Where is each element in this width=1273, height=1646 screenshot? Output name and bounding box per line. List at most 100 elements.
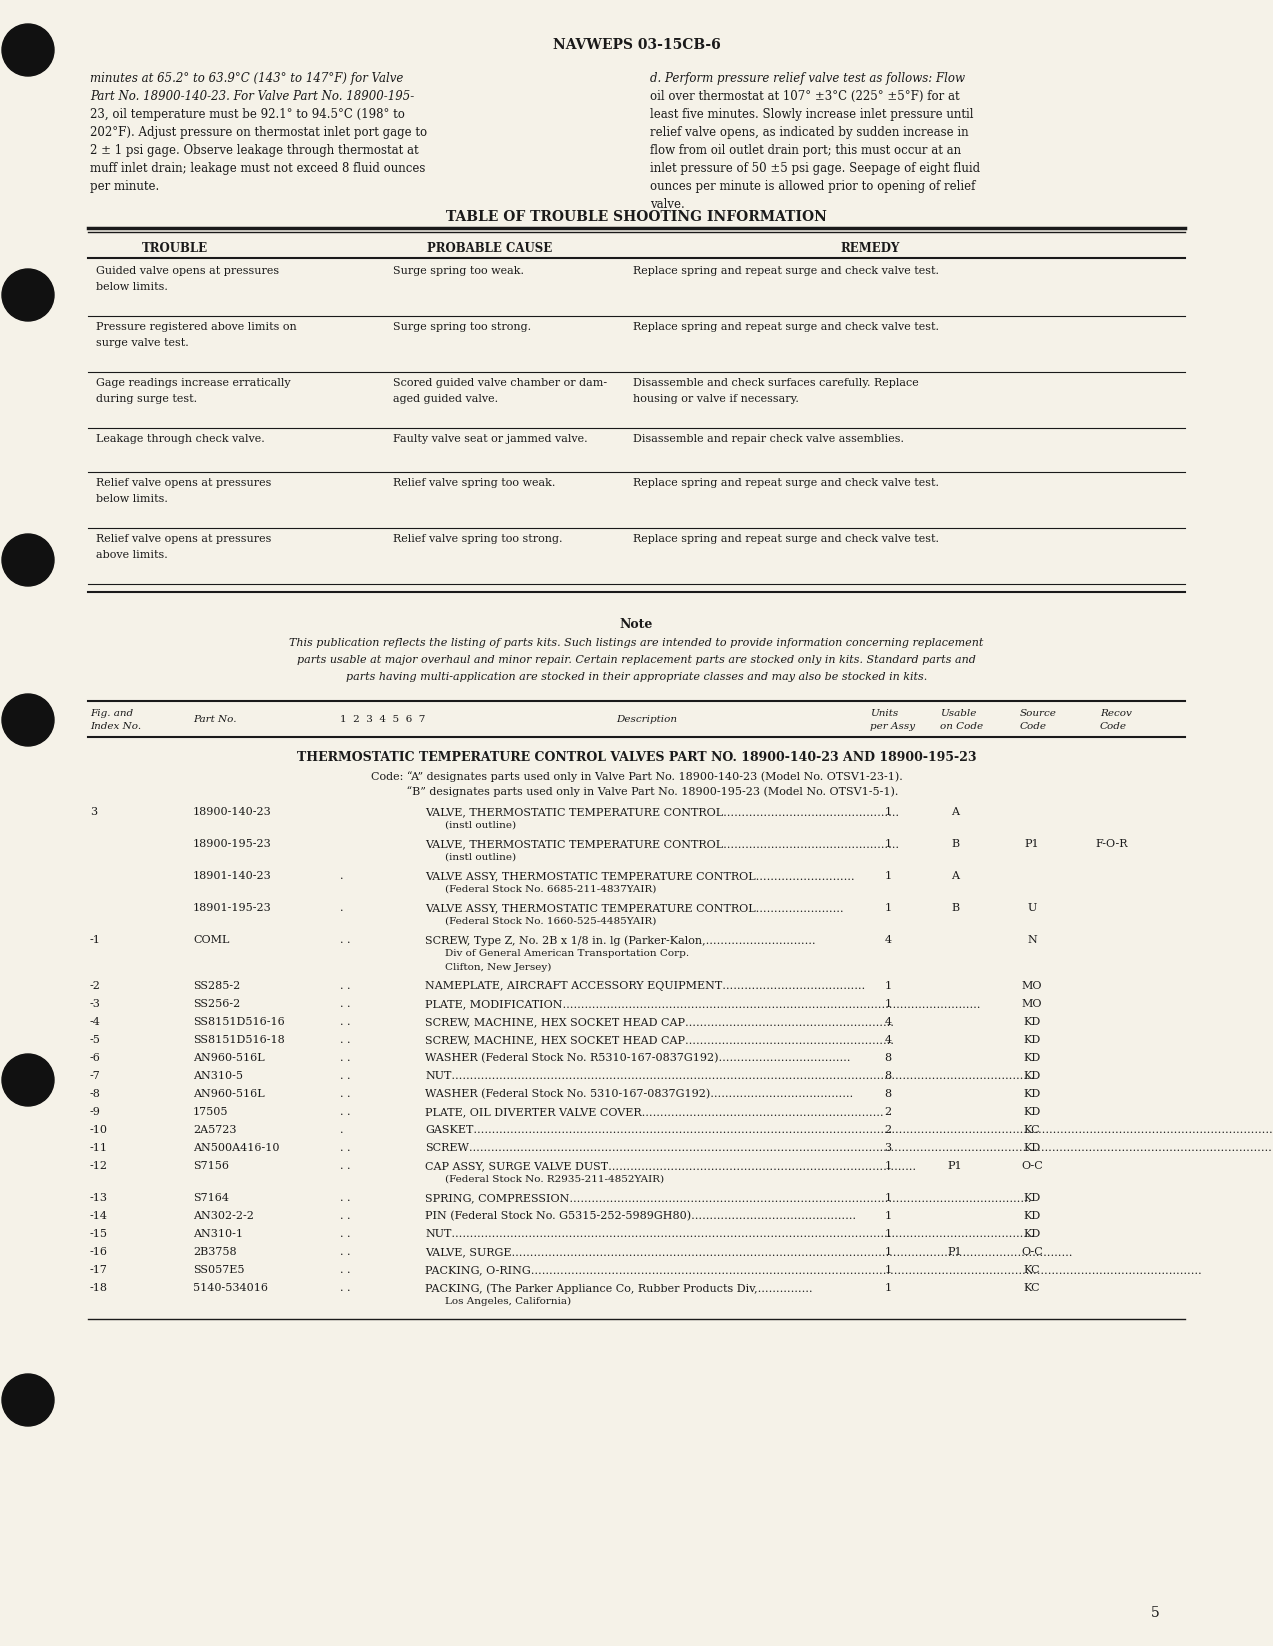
Text: per minute.: per minute.	[90, 179, 159, 193]
Text: VALVE, THERMOSTATIC TEMPERATURE CONTROL…………………………………………: VALVE, THERMOSTATIC TEMPERATURE CONTROL……	[425, 807, 899, 816]
Text: SCREW, MACHINE, HEX SOCKET HEAD CAP…………………………………………………: SCREW, MACHINE, HEX SOCKET HEAD CAP………………	[425, 1017, 894, 1027]
Text: Replace spring and repeat surge and check valve test.: Replace spring and repeat surge and chec…	[633, 477, 939, 487]
Text: Relief valve opens at pressures: Relief valve opens at pressures	[95, 477, 271, 487]
Text: A: A	[951, 807, 959, 816]
Text: This publication reflects the listing of parts kits. Such listings are intended : This publication reflects the listing of…	[289, 639, 984, 649]
Text: KC: KC	[1023, 1282, 1040, 1294]
Text: 1: 1	[885, 981, 891, 991]
Text: 1: 1	[885, 1193, 891, 1203]
Text: Los Angeles, California): Los Angeles, California)	[446, 1297, 572, 1307]
Text: -9: -9	[90, 1108, 101, 1118]
Text: -5: -5	[90, 1035, 101, 1045]
Text: relief valve opens, as indicated by sudden increase in: relief valve opens, as indicated by sudd…	[651, 127, 969, 138]
Text: . .: . .	[340, 1230, 350, 1239]
Text: -14: -14	[90, 1211, 108, 1221]
Text: KD: KD	[1023, 1035, 1040, 1045]
Text: Usable: Usable	[939, 709, 976, 718]
Text: aged guided valve.: aged guided valve.	[393, 393, 498, 403]
Text: 1: 1	[885, 999, 891, 1009]
Text: housing or valve if necessary.: housing or valve if necessary.	[633, 393, 799, 403]
Text: Surge spring too strong.: Surge spring too strong.	[393, 323, 531, 332]
Text: 1  2  3  4  5  6  7: 1 2 3 4 5 6 7	[340, 714, 425, 724]
Text: KD: KD	[1023, 1230, 1040, 1239]
Text: PACKING, (The Parker Appliance Co, Rubber Products Div,……………: PACKING, (The Parker Appliance Co, Rubbe…	[425, 1282, 812, 1294]
Text: . .: . .	[340, 1035, 350, 1045]
Text: Pressure registered above limits on: Pressure registered above limits on	[95, 323, 297, 332]
Text: KD: KD	[1023, 1211, 1040, 1221]
Text: below limits.: below limits.	[95, 281, 168, 291]
Text: U: U	[1027, 904, 1036, 914]
Text: Surge spring too weak.: Surge spring too weak.	[393, 267, 524, 277]
Text: Part No.: Part No.	[193, 714, 237, 724]
Text: . .: . .	[340, 981, 350, 991]
Text: 4: 4	[885, 935, 891, 945]
Text: TABLE OF TROUBLE SHOOTING INFORMATION: TABLE OF TROUBLE SHOOTING INFORMATION	[446, 211, 827, 224]
Text: 18901-140-23: 18901-140-23	[193, 871, 271, 881]
Text: P1: P1	[1025, 839, 1039, 849]
Text: (instl outline): (instl outline)	[446, 821, 516, 830]
Text: .: .	[340, 904, 344, 914]
Text: -2: -2	[90, 981, 101, 991]
Text: d. Perform pressure relief valve test as follows: Flow: d. Perform pressure relief valve test as…	[651, 72, 965, 86]
Text: 5140-534016: 5140-534016	[193, 1282, 269, 1294]
Text: -4: -4	[90, 1017, 101, 1027]
Text: -17: -17	[90, 1266, 108, 1276]
Text: .: .	[340, 1124, 344, 1136]
Text: AN310-1: AN310-1	[193, 1230, 243, 1239]
Text: N: N	[1027, 935, 1037, 945]
Circle shape	[3, 695, 53, 746]
Text: NAVWEPS 03-15CB-6: NAVWEPS 03-15CB-6	[552, 38, 721, 53]
Text: . .: . .	[340, 1248, 350, 1258]
Text: (Federal Stock No. 6685-211-4837YAIR): (Federal Stock No. 6685-211-4837YAIR)	[446, 886, 657, 894]
Text: 2 ± 1 psi gage. Observe leakage through thermostat at: 2 ± 1 psi gage. Observe leakage through …	[90, 143, 419, 156]
Text: . .: . .	[340, 1142, 350, 1152]
Text: (instl outline): (instl outline)	[446, 853, 516, 863]
Text: PLATE, OIL DIVERTER VALVE COVER…………………………………………………………: PLATE, OIL DIVERTER VALVE COVER…………………………	[425, 1108, 883, 1118]
Text: 202°F). Adjust pressure on thermostat inlet port gage to: 202°F). Adjust pressure on thermostat in…	[90, 127, 428, 138]
Text: below limits.: below limits.	[95, 494, 168, 504]
Text: 5: 5	[1151, 1606, 1160, 1620]
Text: Replace spring and repeat surge and check valve test.: Replace spring and repeat surge and chec…	[633, 323, 939, 332]
Text: Code: Code	[1020, 723, 1046, 731]
Text: Guided valve opens at pressures: Guided valve opens at pressures	[95, 267, 279, 277]
Text: -15: -15	[90, 1230, 108, 1239]
Text: Scored guided valve chamber or dam-: Scored guided valve chamber or dam-	[393, 379, 607, 388]
Text: 1: 1	[885, 1160, 891, 1170]
Text: KD: KD	[1023, 1017, 1040, 1027]
Text: AN960-516L: AN960-516L	[193, 1053, 265, 1063]
Text: KD: KD	[1023, 1108, 1040, 1118]
Text: 3: 3	[885, 1142, 891, 1152]
Text: ounces per minute is allowed prior to opening of relief: ounces per minute is allowed prior to op…	[651, 179, 975, 193]
Text: B: B	[951, 904, 959, 914]
Text: Faulty valve seat or jammed valve.: Faulty valve seat or jammed valve.	[393, 435, 588, 444]
Text: 1: 1	[885, 1230, 891, 1239]
Text: SS057E5: SS057E5	[193, 1266, 244, 1276]
Text: KD: KD	[1023, 1193, 1040, 1203]
Text: Relief valve spring too strong.: Relief valve spring too strong.	[393, 533, 563, 543]
Text: valve.: valve.	[651, 198, 685, 211]
Text: . .: . .	[340, 1108, 350, 1118]
Text: . .: . .	[340, 1160, 350, 1170]
Text: KD: KD	[1023, 1142, 1040, 1152]
Text: PIN (Federal Stock No. G5315-252-5989GH80)………………………………………: PIN (Federal Stock No. G5315-252-5989GH8…	[425, 1211, 857, 1221]
Text: muff inlet drain; leakage must not exceed 8 fluid ounces: muff inlet drain; leakage must not excee…	[90, 161, 425, 174]
Text: 23, oil temperature must be 92.1° to 94.5°C (198° to: 23, oil temperature must be 92.1° to 94.…	[90, 109, 405, 122]
Text: VALVE, THERMOSTATIC TEMPERATURE CONTROL…………………………………………: VALVE, THERMOSTATIC TEMPERATURE CONTROL……	[425, 839, 899, 849]
Text: VALVE ASSY, THERMOSTATIC TEMPERATURE CONTROL……………………: VALVE ASSY, THERMOSTATIC TEMPERATURE CON…	[425, 904, 844, 914]
Text: 8: 8	[885, 1053, 891, 1063]
Text: -6: -6	[90, 1053, 101, 1063]
Text: . .: . .	[340, 1017, 350, 1027]
Text: surge valve test.: surge valve test.	[95, 337, 188, 347]
Text: inlet pressure of 50 ±5 psi gage. Seepage of eight fluid: inlet pressure of 50 ±5 psi gage. Seepag…	[651, 161, 980, 174]
Text: “B” designates parts used only in Valve Part No. 18900-195-23 (Model No. OTSV1-5: “B” designates parts used only in Valve …	[374, 787, 899, 797]
Text: MO: MO	[1022, 981, 1043, 991]
Text: parts usable at major overhaul and minor repair. Certain replacement parts are s: parts usable at major overhaul and minor…	[297, 655, 976, 665]
Text: . .: . .	[340, 1072, 350, 1081]
Text: Code: “A” designates parts used only in Valve Part No. 18900-140-23 (Model No. O: Code: “A” designates parts used only in …	[370, 770, 903, 782]
Text: AN310-5: AN310-5	[193, 1072, 243, 1081]
Text: 8: 8	[885, 1090, 891, 1100]
Text: 1: 1	[885, 1266, 891, 1276]
Text: KD: KD	[1023, 1072, 1040, 1081]
Text: Note: Note	[620, 617, 653, 630]
Text: Description: Description	[616, 714, 677, 724]
